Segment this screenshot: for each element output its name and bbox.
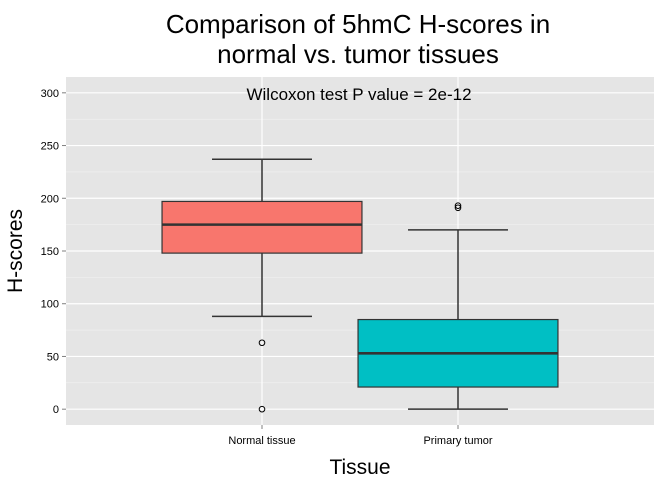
y-axis-label: H-scores [4, 209, 27, 293]
y-tick-label: 50 [47, 351, 59, 363]
chart-title: Comparison of 5hmC H-scores in normal vs… [166, 9, 550, 69]
x-tick-label: Primary tumor [423, 435, 492, 447]
y-tick-label: 150 [41, 246, 59, 258]
y-tick-label: 100 [41, 299, 59, 311]
y-tick-label: 200 [41, 193, 59, 205]
y-tick-label: 0 [53, 404, 59, 416]
y-tick-label: 250 [41, 141, 59, 153]
outlier-point [454, 202, 462, 209]
x-tick-label: Normal tissue [228, 435, 295, 447]
outlier-point [454, 204, 462, 212]
box-series [161, 158, 559, 413]
box-primary-tumor [357, 202, 559, 410]
box-normal-tissue [161, 158, 363, 413]
x-axis-label: Tissue [329, 456, 390, 479]
chart-title-line-2: normal vs. tumor tissues [217, 39, 499, 69]
outlier-point [258, 339, 266, 347]
box-iqr [161, 200, 363, 254]
x-axis: Normal tissue Primary tumor [228, 425, 493, 447]
y-axis: 0 50 100 150 200 250 300 [41, 88, 66, 416]
chart-title-line-1: Comparison of 5hmC H-scores in [166, 9, 550, 39]
y-tick-label: 300 [41, 88, 59, 100]
outlier-point [258, 405, 266, 413]
wilcoxon-annotation: Wilcoxon test P value = 2e-12 [246, 85, 471, 104]
